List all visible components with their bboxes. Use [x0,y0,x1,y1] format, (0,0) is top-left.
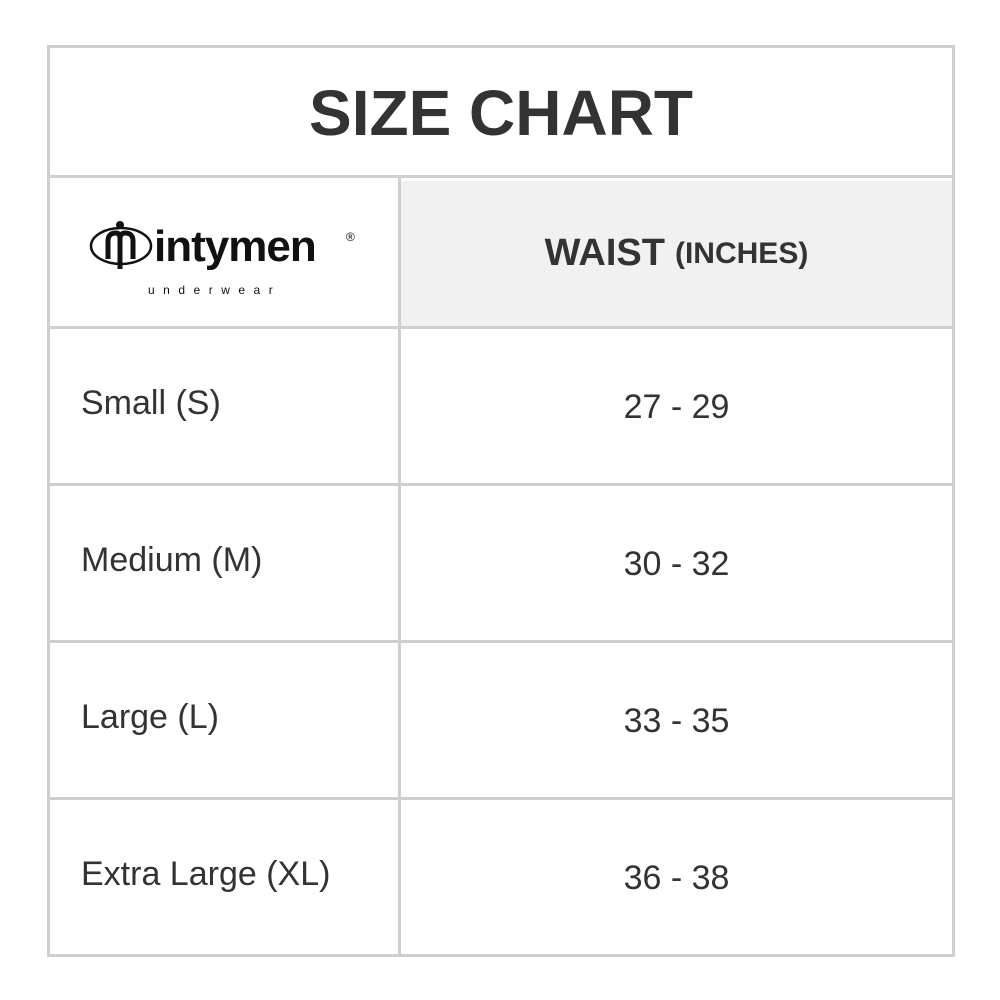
divider [50,175,952,178]
unit-label: (INCHES) [674,236,809,270]
waist-value: 27 - 29 [623,388,730,426]
svg-text:underwear: underwear [148,283,281,297]
page-title: SIZE CHART [309,77,693,149]
size-label: Small (S) [81,384,221,422]
measure-label: WAIST [544,232,665,274]
waist-value: 30 - 32 [623,545,730,583]
divider [50,640,952,643]
waist-column-header: WAIST (INCHES) [401,181,952,326]
divider [50,326,952,329]
column-divider [398,178,401,954]
svg-text:intymen: intymen [154,222,316,271]
divider [50,483,952,486]
svg-text:®: ® [346,230,355,244]
size-label: Large (L) [81,698,219,736]
divider [50,797,952,800]
brand-logo: intymen ® underwear [50,181,398,326]
waist-value: 33 - 35 [623,702,730,740]
size-label: Medium (M) [81,541,263,579]
size-chart-table: SIZE CHART intymen ® underwear WAIST (IN… [47,45,955,957]
waist-value: 36 - 38 [623,859,730,897]
size-label: Extra Large (XL) [81,855,331,893]
